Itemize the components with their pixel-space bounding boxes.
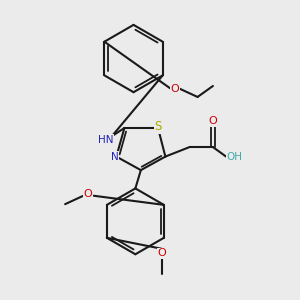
Text: OH: OH xyxy=(226,152,242,162)
Text: O: O xyxy=(83,189,92,199)
Text: S: S xyxy=(154,120,162,133)
Text: O: O xyxy=(208,116,217,127)
Text: O: O xyxy=(170,83,179,94)
Text: O: O xyxy=(157,248,166,258)
Text: N: N xyxy=(111,152,119,162)
Text: HN: HN xyxy=(98,135,113,145)
